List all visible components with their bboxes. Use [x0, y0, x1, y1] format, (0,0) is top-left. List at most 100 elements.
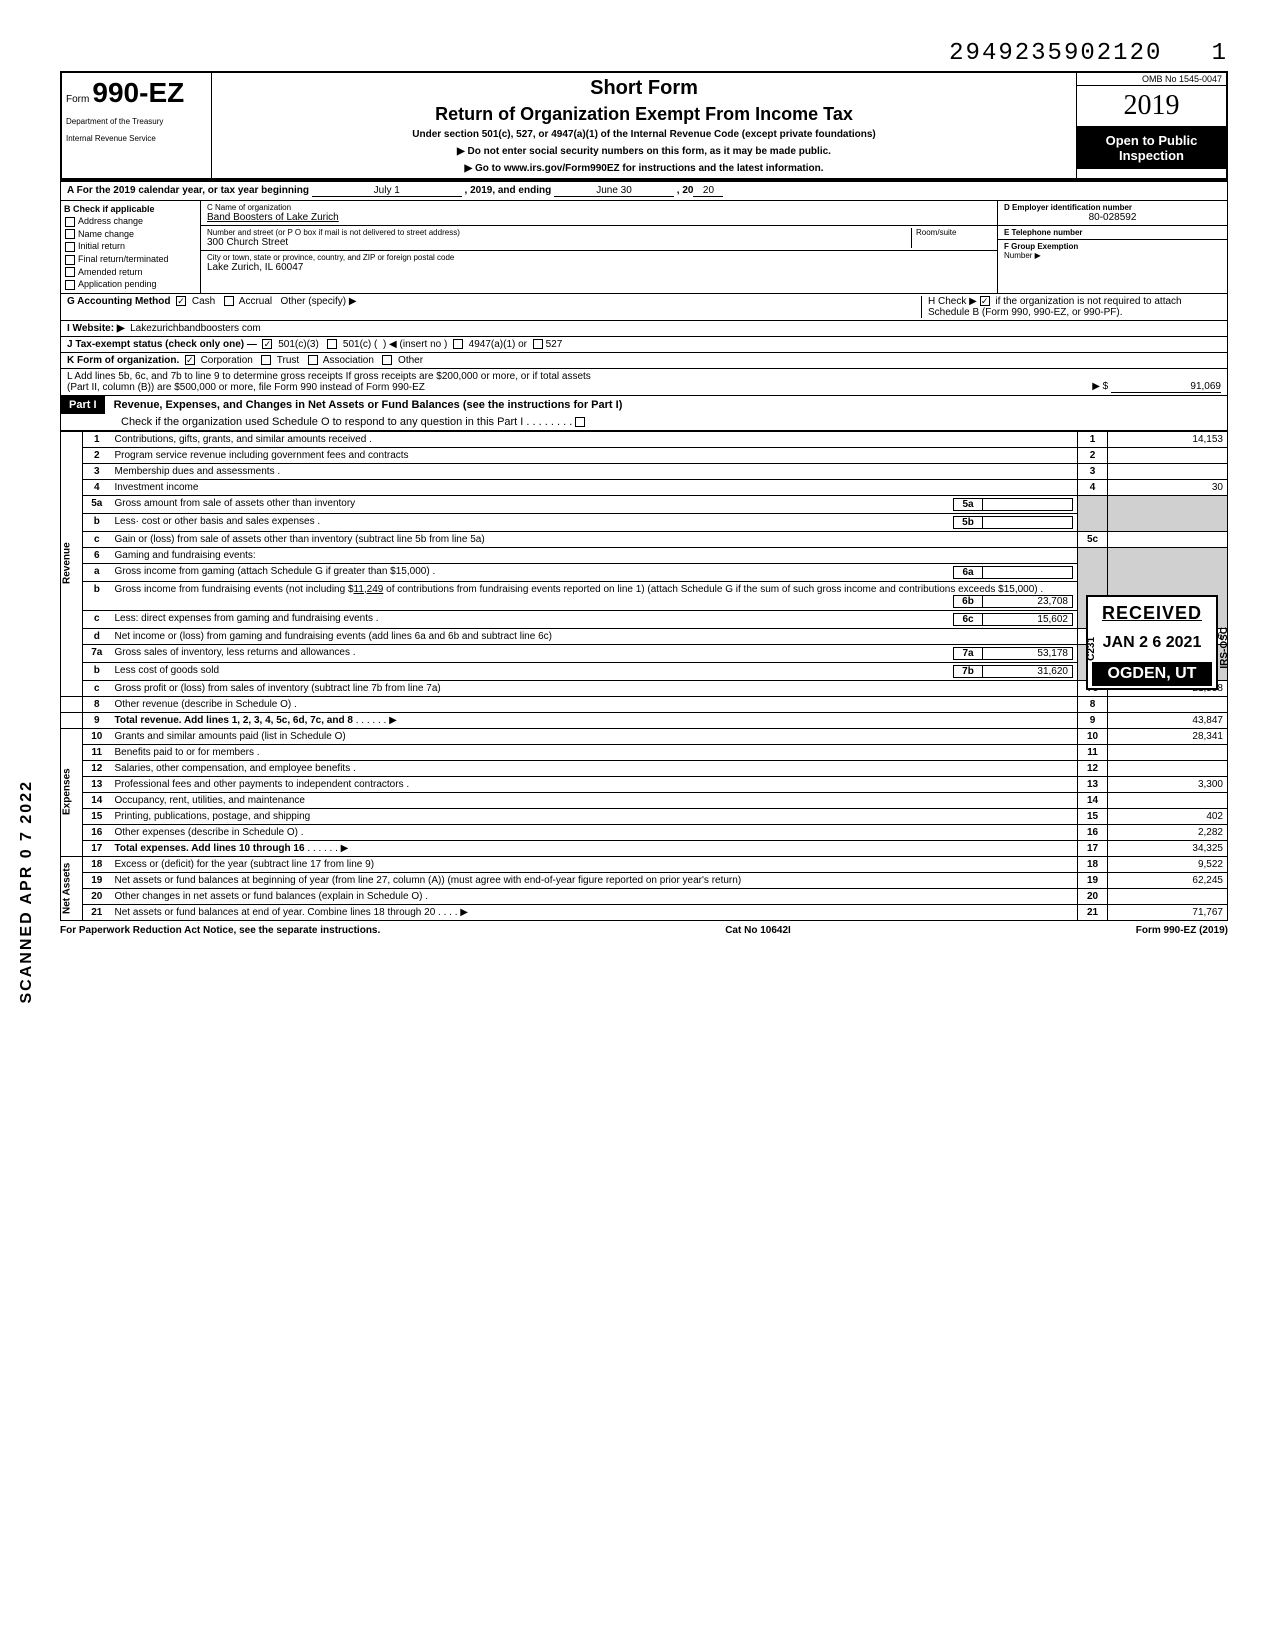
chk-amended[interactable]: Amended return — [63, 266, 198, 279]
line-13-amt[interactable]: 3,300 — [1108, 776, 1228, 792]
part1-table: Revenue 1 Contributions, gifts, grants, … — [60, 431, 1228, 921]
line-21-amt[interactable]: 71,767 — [1108, 904, 1228, 920]
group-exempt-num: Number ▶ — [1004, 251, 1221, 260]
chk-name-change[interactable]: Name change — [63, 228, 198, 241]
part1-title: Revenue, Expenses, and Changes in Net As… — [108, 397, 629, 413]
chk-accrual[interactable] — [224, 296, 234, 306]
website-value[interactable]: Lakezurichbandboosters com — [130, 323, 261, 334]
line-7a-desc: Gross sales of inventory, less returns a… — [111, 644, 1078, 662]
stamp-received: RECEIVED — [1102, 603, 1202, 624]
line-4-desc: Investment income — [111, 479, 1078, 495]
part1-badge: Part I — [61, 396, 105, 414]
line-5c-amt[interactable] — [1108, 531, 1228, 547]
line-9-desc: Total revenue. Add lines 1, 2, 3, 4, 5c,… — [111, 712, 1078, 728]
stamp-date: C231 JAN 2 6 2021 IRS-OSC — [1102, 634, 1202, 652]
org-name[interactable]: Band Boosters of Lake Zurich — [207, 212, 991, 223]
line-7b-desc: Less cost of goods sold7b31,620 — [111, 662, 1078, 680]
gross-receipts[interactable]: 91,069 — [1111, 381, 1221, 393]
chk-501c[interactable] — [327, 339, 337, 349]
line-19-amt[interactable]: 62,245 — [1108, 872, 1228, 888]
row-i: I Website: ▶ Lakezurichbandboosters com — [60, 321, 1228, 337]
phone-label: E Telephone number — [1004, 228, 1221, 237]
line-20-amt[interactable] — [1108, 888, 1228, 904]
line-18-desc: Excess or (deficit) for the year (subtra… — [111, 856, 1078, 872]
line-15-amt[interactable]: 402 — [1108, 808, 1228, 824]
line-3-desc: Membership dues and assessments . — [111, 463, 1078, 479]
line-8-desc: Other revenue (describe in Schedule O) . — [111, 696, 1078, 712]
row-k: K Form of organization. ✓ Corporation Tr… — [60, 353, 1228, 369]
ssn-warning: ▶ Do not enter social security numbers o… — [222, 146, 1066, 157]
chk-4947[interactable] — [453, 339, 463, 349]
line-6b-subval[interactable]: 23,708 — [983, 595, 1073, 608]
form-prefix: Form — [66, 94, 89, 105]
ein-label: D Employer identification number — [1004, 203, 1221, 212]
line-6c-subval[interactable]: 15,602 — [983, 613, 1073, 626]
row-j: J Tax-exempt status (check only one) — ✓… — [60, 337, 1228, 353]
line-10-amt[interactable]: 28,341 — [1108, 728, 1228, 744]
line-14-amt[interactable] — [1108, 792, 1228, 808]
line-2-desc: Program service revenue including govern… — [111, 447, 1078, 463]
line-9-amt[interactable]: 43,847 — [1108, 712, 1228, 728]
chk-schedule-b[interactable]: ✓ — [980, 296, 990, 306]
line-6a-subval[interactable] — [983, 566, 1073, 579]
chk-app-pending[interactable]: Application pending — [63, 278, 198, 291]
chk-address-change[interactable]: Address change — [63, 215, 198, 228]
top-code: 2949235902120 1 — [60, 40, 1228, 67]
chk-initial-return[interactable]: Initial return — [63, 240, 198, 253]
line-6b-desc: Gross income from fundraising events (no… — [111, 581, 1078, 610]
line-18-amt[interactable]: 9,522 — [1108, 856, 1228, 872]
line-13-desc: Professional fees and other payments to … — [111, 776, 1078, 792]
chk-corp[interactable]: ✓ — [185, 355, 195, 365]
form-header: Form 990-EZ Department of the Treasury I… — [60, 71, 1228, 182]
line-21-desc: Net assets or fund balances at end of ye… — [111, 904, 1078, 920]
line-1-amt[interactable]: 14,153 — [1108, 431, 1228, 447]
line-12-desc: Salaries, other compensation, and employ… — [111, 760, 1078, 776]
footer-left: For Paperwork Reduction Act Notice, see … — [60, 925, 380, 936]
line-8-amt[interactable] — [1108, 696, 1228, 712]
line-4-amt[interactable]: 30 — [1108, 479, 1228, 495]
line-17-desc: Total expenses. Add lines 10 through 16 … — [111, 840, 1078, 856]
page-footer: For Paperwork Reduction Act Notice, see … — [60, 921, 1228, 940]
chk-527[interactable] — [533, 339, 543, 349]
city-value[interactable]: Lake Zurich, IL 60047 — [207, 262, 991, 273]
section-b-header: B Check if applicable — [63, 203, 198, 215]
line-16-amt[interactable]: 2,282 — [1108, 824, 1228, 840]
line-17-amt[interactable]: 34,325 — [1108, 840, 1228, 856]
line-5a-subval[interactable] — [983, 498, 1073, 511]
line-5a-desc: Gross amount from sale of assets other t… — [111, 495, 1078, 513]
chk-assoc[interactable] — [308, 355, 318, 365]
ein-value[interactable]: 80-028592 — [1004, 212, 1221, 223]
line-16-desc: Other expenses (describe in Schedule O) … — [111, 824, 1078, 840]
footer-center: Cat No 10642I — [725, 925, 791, 936]
part1-header-row: Part I Revenue, Expenses, and Changes in… — [60, 396, 1228, 431]
line-6-desc: Gaming and fundraising events: — [111, 547, 1078, 563]
line-7b-subval[interactable]: 31,620 — [983, 665, 1073, 678]
line-15-desc: Printing, publications, postage, and shi… — [111, 808, 1078, 824]
tax-year-begin[interactable]: July 1 — [312, 185, 462, 197]
tax-year-end-month[interactable]: June 30 — [554, 185, 674, 197]
line-6b-contrib[interactable]: 11,249 — [354, 584, 384, 595]
section-c: C Name of organization Band Boosters of … — [201, 201, 997, 293]
tax-year-end-yy[interactable]: 20 — [693, 185, 723, 197]
city-label: City or town, state or province, country… — [207, 253, 991, 262]
omb-number: OMB No 1545-0047 — [1077, 73, 1226, 86]
line-2-amt[interactable] — [1108, 447, 1228, 463]
line-14-desc: Occupancy, rent, utilities, and maintena… — [111, 792, 1078, 808]
chk-other[interactable] — [382, 355, 392, 365]
chk-schedule-o[interactable] — [575, 417, 585, 427]
chk-501c3[interactable]: ✓ — [262, 339, 272, 349]
footer-right: Form 990-EZ (2019) — [1136, 925, 1228, 936]
street-value[interactable]: 300 Church Street — [207, 237, 911, 248]
subtitle: Under section 501(c), 527, or 4947(a)(1)… — [222, 129, 1066, 140]
room-label: Room/suite — [916, 228, 991, 237]
chk-final-return[interactable]: Final return/terminated — [63, 253, 198, 266]
line-3-amt[interactable] — [1108, 463, 1228, 479]
header-left: Form 990-EZ Department of the Treasury I… — [62, 73, 212, 178]
line-11-amt[interactable] — [1108, 744, 1228, 760]
line-5b-subval[interactable] — [983, 516, 1073, 529]
line-7a-subval[interactable]: 53,178 — [983, 647, 1073, 660]
line-12-amt[interactable] — [1108, 760, 1228, 776]
group-exempt-label: F Group Exemption — [1004, 242, 1221, 251]
chk-trust[interactable] — [261, 355, 271, 365]
chk-cash[interactable]: ✓ — [176, 296, 186, 306]
